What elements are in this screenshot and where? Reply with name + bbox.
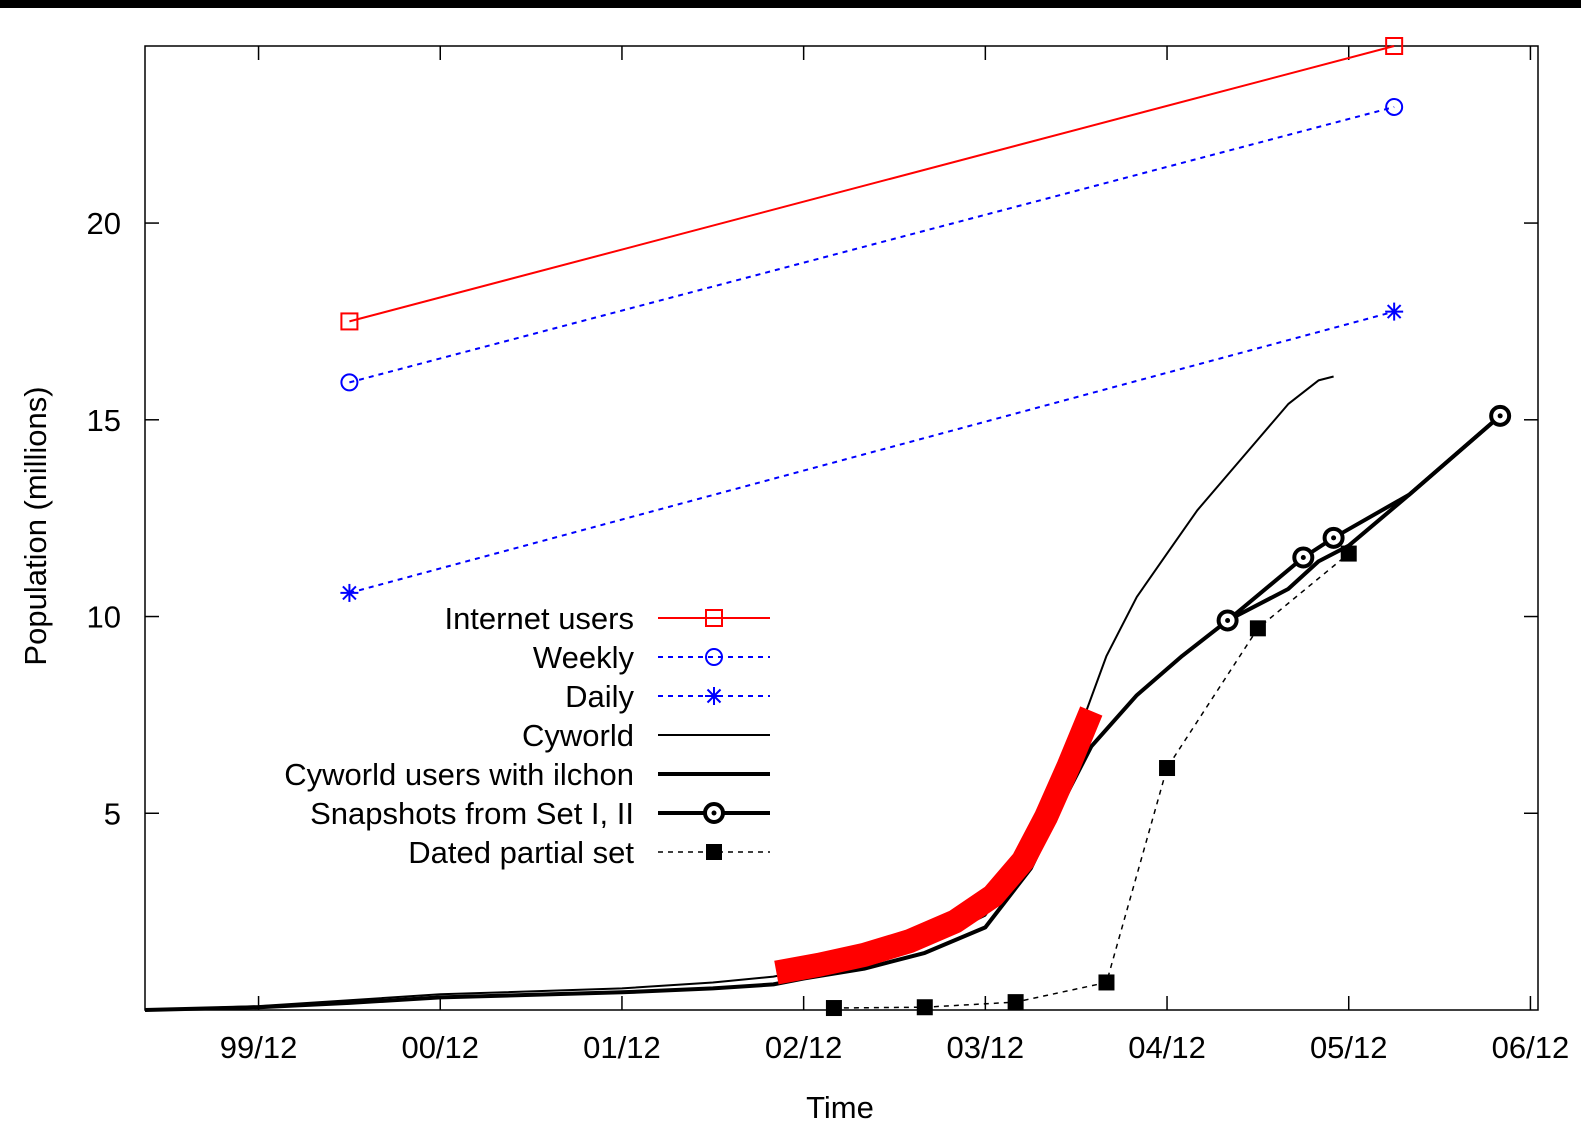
data-point [1292, 546, 1315, 569]
series-line [1226, 414, 1502, 623]
red-highlight-curve [774, 706, 1103, 985]
series-snapshots-from-set-i-ii [1216, 404, 1512, 632]
x-tick-label: 06/12 [1492, 1030, 1570, 1065]
annotation-layer [774, 706, 1103, 985]
x-axis-label: Time [806, 1090, 874, 1125]
series-cyworld-users-with-ilchon [144, 414, 1502, 1012]
series-layer [144, 37, 1512, 1017]
data-point [340, 312, 359, 331]
series-line [144, 375, 1334, 1011]
y-tick-label: 15 [87, 403, 121, 438]
series-line [349, 45, 1395, 323]
data-point [1216, 609, 1239, 632]
y-tick-label: 5 [104, 796, 121, 831]
x-tick-label: 99/12 [220, 1030, 298, 1065]
data-point [1159, 760, 1176, 777]
data-point [1385, 97, 1404, 116]
legend-item: Weekly [533, 640, 770, 675]
x-tick-label: 05/12 [1310, 1030, 1388, 1065]
series-line [144, 414, 1502, 1012]
legend-label: Daily [565, 679, 634, 714]
data-point [1385, 37, 1404, 55]
series-dated-partial-set [825, 545, 1357, 1017]
legend-swatch-marker [706, 844, 722, 860]
data-point [1249, 620, 1266, 637]
y-tick-label: 10 [87, 600, 121, 635]
x-tick-label: 03/12 [947, 1030, 1025, 1065]
data-point [1340, 545, 1357, 562]
legend-item: Snapshots from Set I, II [310, 796, 770, 831]
legend-label: Cyworld [522, 718, 634, 753]
legend-swatch-marker [705, 609, 723, 627]
legend-swatch-marker [703, 802, 725, 824]
x-tick-label: 00/12 [401, 1030, 479, 1065]
y-axis-label: Population (millions) [18, 386, 53, 665]
series-line [349, 310, 1395, 594]
data-point [340, 373, 359, 392]
data-point [340, 583, 359, 602]
legend: Internet users Weekly Daily Cyworld Cyworld … [284, 601, 770, 870]
legend-label: Cyworld users with ilchon [284, 757, 634, 792]
y-tick-label: 20 [87, 206, 121, 241]
data-point [1322, 526, 1345, 549]
legend-item: Cyworld [522, 718, 770, 753]
series-line [349, 106, 1395, 384]
legend-label: Dated partial set [408, 835, 634, 870]
legend-item: Daily [565, 679, 770, 714]
data-point [825, 1000, 842, 1017]
legend-label: Weekly [533, 640, 635, 675]
axis-ticks: 99/12 00/12 01/12 02/12 03/12 04/12 05/12 06/12… [87, 46, 1570, 1065]
series-cyworld [144, 375, 1334, 1011]
legend-item: Cyworld users with ilchon [284, 757, 770, 792]
series-weekly [340, 97, 1404, 392]
legend-item: Internet users [444, 601, 770, 636]
x-tick-label: 02/12 [765, 1030, 843, 1065]
data-point [916, 999, 933, 1016]
data-point [1385, 302, 1404, 321]
data-point [1489, 404, 1512, 427]
series-internet-users [340, 37, 1404, 331]
series-daily [340, 302, 1404, 602]
x-tick-label: 01/12 [583, 1030, 661, 1065]
legend-swatch-marker [705, 687, 723, 705]
data-point [1098, 974, 1115, 991]
legend-swatch-marker [705, 648, 723, 666]
legend-item: Dated partial set [408, 835, 770, 870]
legend-label: Snapshots from Set I, II [310, 796, 634, 831]
top-border-bar [0, 0, 1581, 8]
data-point [1007, 994, 1024, 1011]
x-tick-label: 04/12 [1128, 1030, 1206, 1065]
legend-label: Internet users [444, 601, 634, 636]
